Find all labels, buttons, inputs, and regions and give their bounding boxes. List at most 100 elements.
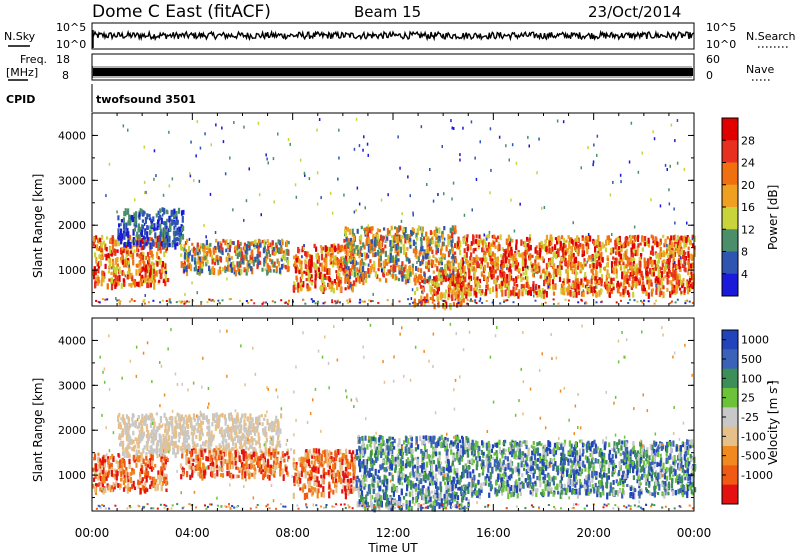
echo-pixel: [179, 424, 182, 430]
echo-pixel: [113, 473, 117, 478]
echo-pixel: [225, 239, 228, 244]
echo-pixel: [173, 225, 176, 230]
echo-pixel: [257, 259, 260, 265]
echo-pixel: [532, 281, 535, 287]
echo-pixel: [489, 266, 492, 271]
echo-pixel: [429, 296, 432, 301]
echo-pixel: [541, 288, 544, 292]
echo-pixel: [297, 288, 300, 293]
echo-pixel: [425, 236, 428, 241]
echo-pixel: [687, 237, 690, 243]
echo-pixel: [145, 455, 148, 461]
echo-pixel: [588, 255, 591, 260]
echo-pixel: [689, 287, 692, 291]
echo-pixel: [639, 260, 642, 268]
echo-pixel: [465, 291, 468, 299]
echo-pixel: [159, 444, 162, 451]
echo-pixel: [614, 243, 617, 250]
echo-pixel: [459, 153, 461, 157]
echo-pixel: [523, 251, 526, 257]
echo-pixel: [599, 267, 602, 273]
echo-pixel: [129, 250, 133, 254]
echo-pixel: [594, 276, 597, 282]
echo-pixel: [528, 237, 531, 241]
echo-pixel: [548, 247, 551, 254]
echo-pixel: [173, 214, 176, 218]
echo-pixel: [532, 273, 535, 278]
echo-pixel: [279, 250, 282, 255]
echo-pixel: [560, 288, 563, 295]
echo-pixel: [652, 272, 655, 277]
echo-pixel: [687, 246, 690, 251]
echo-pixel: [247, 430, 250, 437]
echo-pixel: [507, 234, 510, 242]
echo-pixel: [126, 448, 129, 454]
echo-pixel: [662, 285, 665, 290]
echo-pixel: [206, 425, 209, 430]
colorbar-tick-label: 8: [741, 246, 748, 259]
echo-pixel: [574, 256, 578, 264]
echo-pixel: [150, 440, 153, 444]
echo-pixel: [163, 454, 166, 462]
echo-pixel: [515, 292, 518, 297]
echo-pixel: [376, 274, 379, 279]
echo-pixel: [149, 217, 152, 221]
echo-pixel: [647, 237, 650, 242]
echo-pixel: [364, 262, 367, 266]
echo-pixel: [562, 243, 565, 249]
echo-pixel: [537, 271, 539, 275]
echo-pixel: [337, 243, 340, 251]
echo-pixel: [689, 263, 692, 269]
echo-pixel: [426, 238, 429, 246]
echo-pixel: [134, 198, 136, 202]
echo-pixel: [618, 235, 621, 243]
echo-pixel: [491, 266, 494, 273]
echo-pixel: [485, 300, 488, 302]
echo-pixel: [229, 239, 232, 245]
echo-pixel: [508, 258, 511, 264]
echo-pixel: [360, 245, 363, 251]
echo-pixel: [682, 250, 685, 257]
echo-pixel: [322, 246, 325, 251]
echo-pixel: [576, 249, 579, 254]
echo-pixel: [120, 282, 123, 289]
echo-pixel: [634, 276, 637, 280]
echo-pixel: [668, 188, 670, 192]
echo-pixel: [690, 253, 693, 260]
echo-pixel: [150, 465, 153, 472]
echo-pixel: [146, 213, 149, 220]
echo-pixel: [526, 243, 529, 248]
echo-pixel: [431, 280, 434, 285]
echo-pixel: [552, 285, 555, 289]
echo-pixel: [339, 245, 342, 251]
echo-pixel: [145, 441, 148, 447]
echo-pixel: [200, 420, 203, 428]
echo-pixel: [222, 267, 225, 272]
echo-pixel: [515, 244, 518, 251]
echo-pixel: [555, 273, 558, 277]
echo-pixel: [307, 270, 310, 274]
echo-pixel: [462, 237, 465, 245]
echo-pixel: [625, 248, 628, 254]
echo-pixel: [623, 270, 626, 275]
echo-pixel: [463, 265, 466, 273]
echo-pixel: [453, 127, 455, 130]
echo-pixel: [191, 437, 194, 445]
echo-pixel: [656, 260, 659, 268]
echo-pixel: [672, 254, 675, 260]
echo-pixel: [451, 197, 453, 201]
echo-pixel: [655, 289, 658, 295]
echo-pixel: [355, 252, 357, 256]
echo-pixel: [280, 299, 283, 302]
echo-pixel: [577, 282, 580, 289]
echo-pixel: [457, 297, 460, 305]
echo-pixel: [687, 263, 690, 270]
echo-pixel: [158, 478, 161, 485]
echo-pixel: [568, 279, 571, 283]
echo-pixel: [483, 233, 485, 237]
echo-pixel: [219, 241, 222, 245]
echo-pixel: [138, 212, 141, 217]
echo-pixel: [548, 260, 552, 264]
echo-pixel: [622, 243, 625, 247]
echo-pixel: [491, 258, 494, 262]
